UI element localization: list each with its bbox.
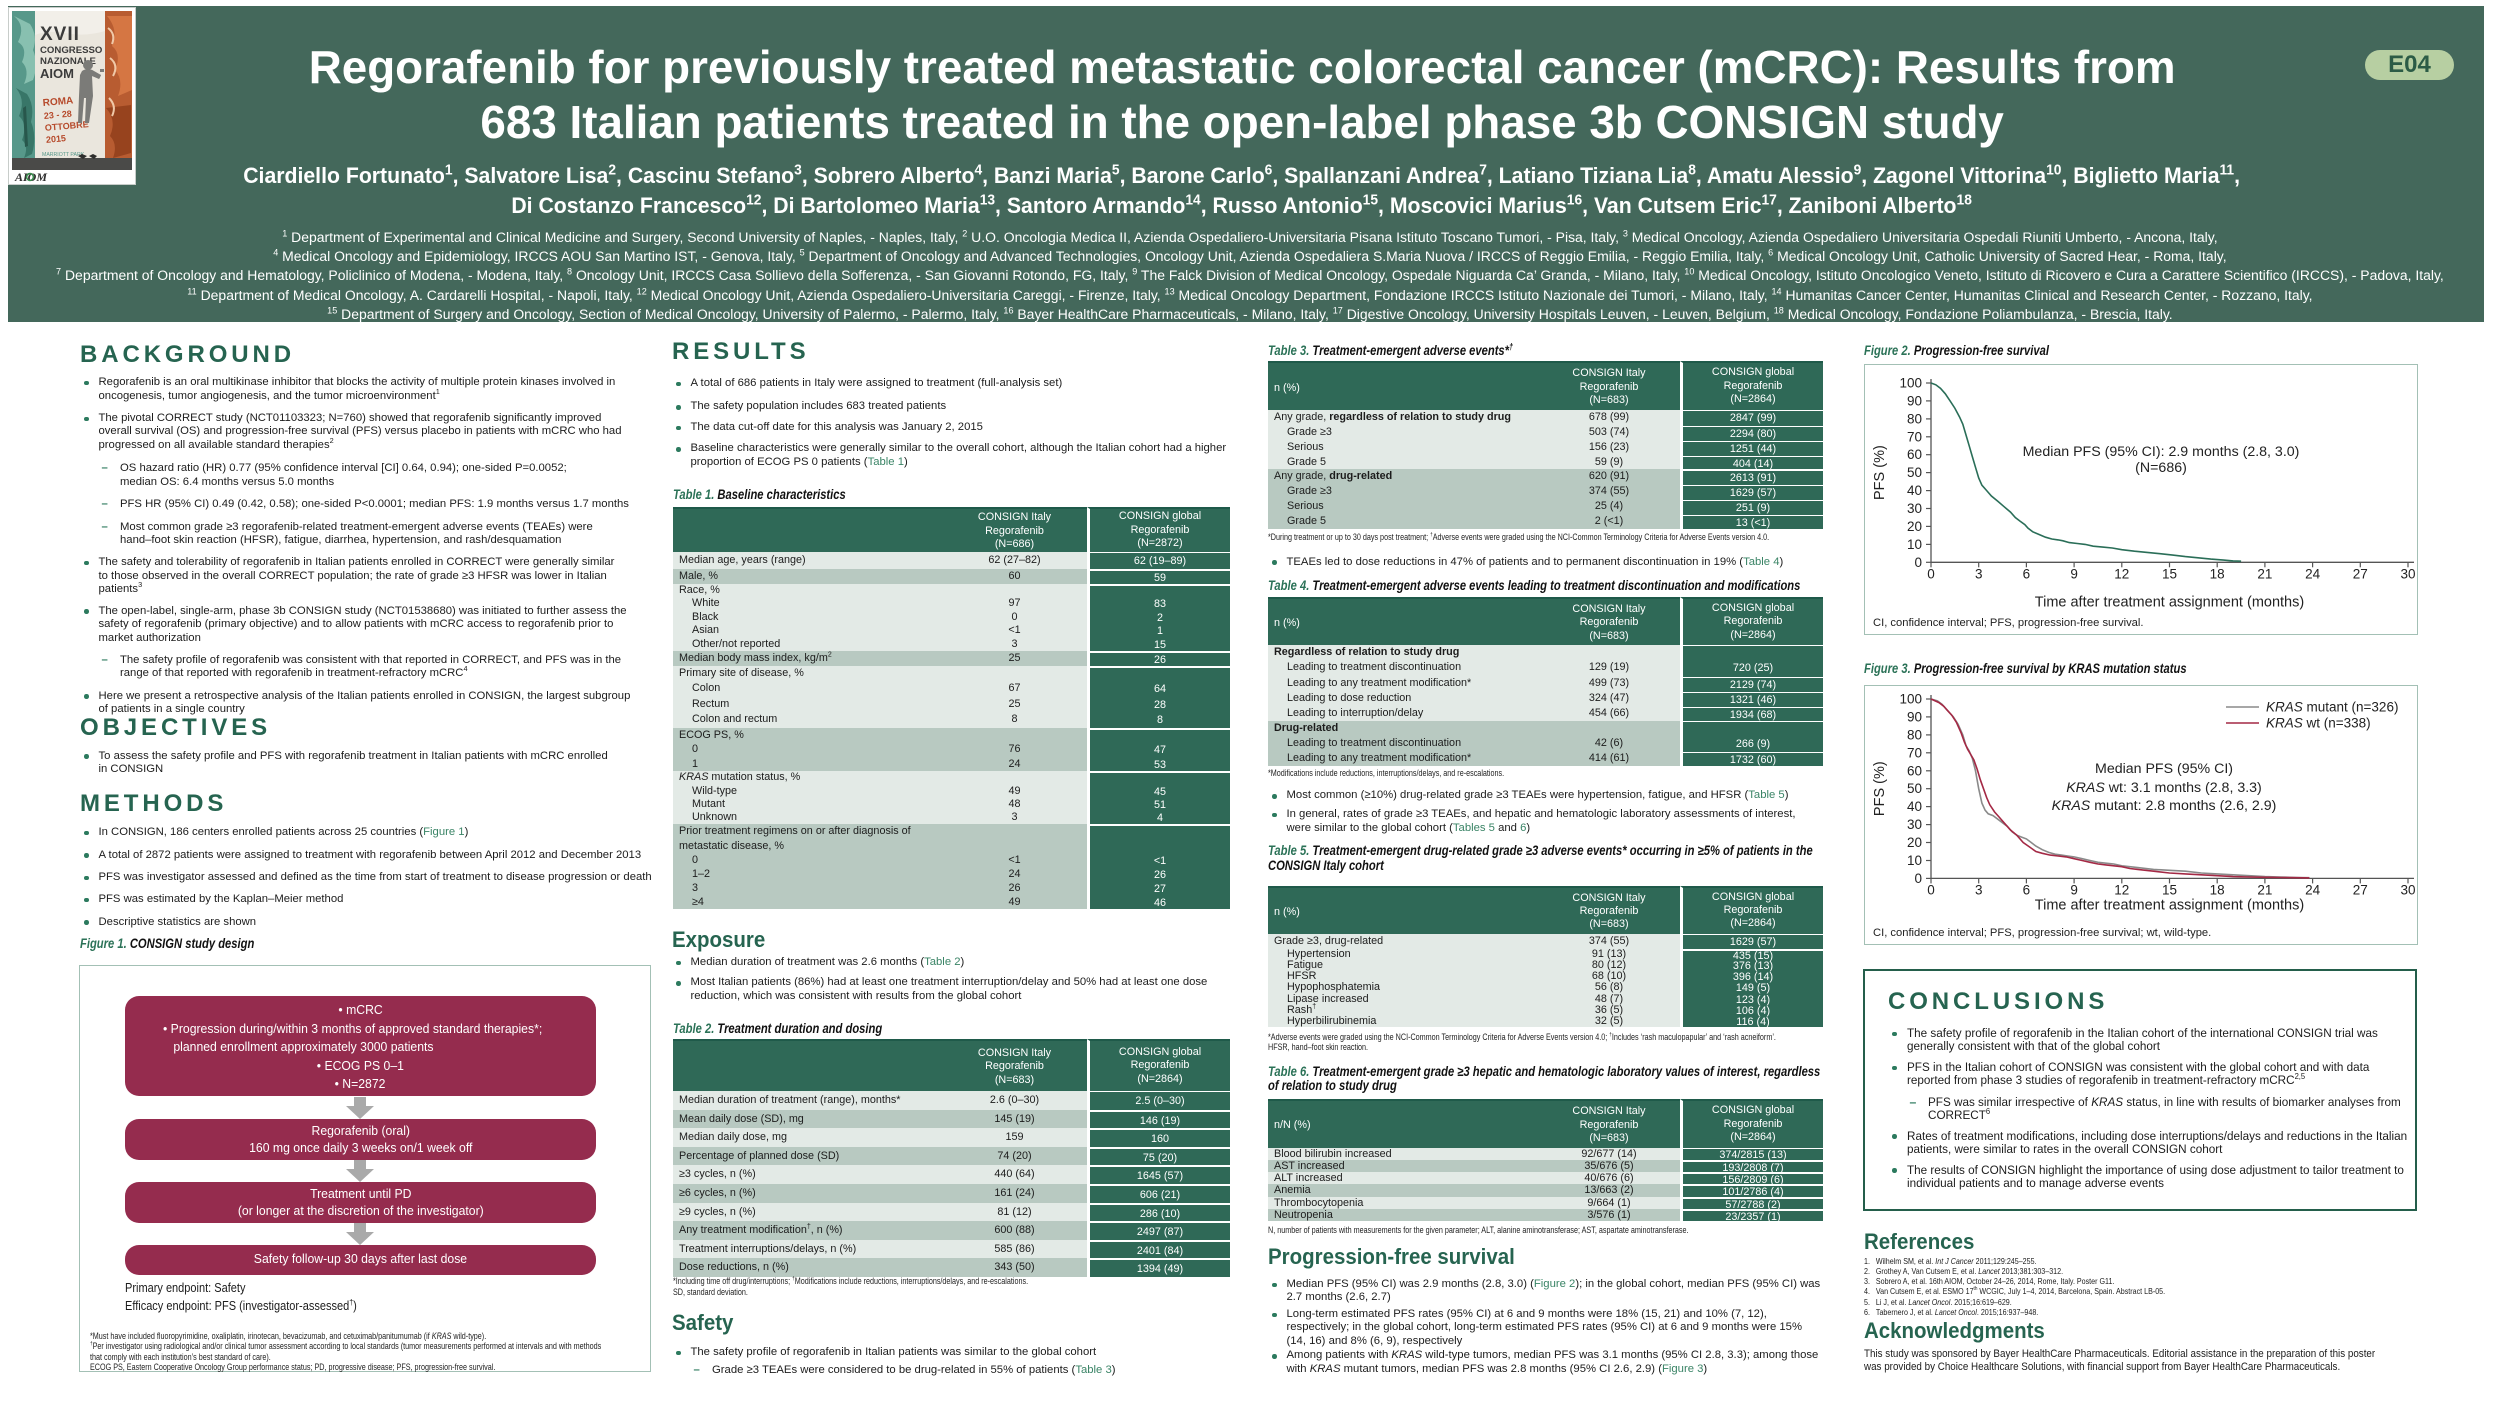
svg-text:15: 15 [2162, 882, 2177, 897]
svg-text:KRAS wt (n=338): KRAS wt (n=338) [2266, 716, 2371, 731]
svg-text:CONGRESSO: CONGRESSO [40, 45, 103, 56]
svg-text:24: 24 [2305, 566, 2321, 581]
svg-text:10: 10 [1907, 853, 1922, 868]
svg-text:15: 15 [2162, 566, 2177, 581]
svg-text:80: 80 [1907, 727, 1922, 742]
svg-text:23 - 28: 23 - 28 [43, 109, 72, 121]
svg-text:9: 9 [2070, 566, 2078, 581]
svg-text:NAZIONALE: NAZIONALE [40, 56, 97, 67]
svg-text:60: 60 [1907, 763, 1922, 778]
svg-text:70: 70 [1907, 745, 1922, 760]
svg-text:27: 27 [2353, 882, 2368, 897]
svg-text:10: 10 [1907, 537, 1922, 552]
svg-text:0: 0 [1927, 882, 1935, 897]
svg-text:20: 20 [1907, 519, 1922, 534]
svg-text:OTTOBRE: OTTOBRE [44, 119, 89, 133]
svg-text:PFS (%): PFS (%) [1872, 761, 1888, 816]
svg-text:90: 90 [1907, 393, 1922, 408]
svg-text:KRAS mutant (n=326): KRAS mutant (n=326) [2266, 700, 2398, 715]
svg-text:80: 80 [1907, 411, 1922, 426]
svg-text:12: 12 [2114, 566, 2129, 581]
svg-text:0: 0 [1914, 555, 1922, 570]
svg-text:21: 21 [2257, 566, 2272, 581]
svg-text:2015: 2015 [46, 133, 67, 145]
svg-text:ROMA: ROMA [42, 95, 73, 109]
svg-text:40: 40 [1907, 483, 1922, 498]
svg-text:50: 50 [1907, 465, 1922, 480]
svg-text:40: 40 [1907, 799, 1922, 814]
svg-text:3: 3 [1975, 566, 1983, 581]
svg-text:0: 0 [1914, 871, 1922, 886]
svg-text:30: 30 [1907, 501, 1922, 516]
svg-text:50: 50 [1907, 781, 1922, 796]
svg-text:6: 6 [2023, 882, 2031, 897]
svg-text:27: 27 [2353, 566, 2368, 581]
svg-text:6: 6 [2023, 566, 2031, 581]
svg-text:100: 100 [1899, 692, 1922, 707]
svg-text:30: 30 [2400, 882, 2415, 897]
svg-text:60: 60 [1907, 447, 1922, 462]
svg-text:100: 100 [1899, 376, 1922, 391]
svg-text:21: 21 [2257, 882, 2272, 897]
svg-text:Time after treatment assignmen: Time after treatment assignment (months) [2035, 897, 2304, 913]
svg-text:MARRIOTT PARK: MARRIOTT PARK [42, 152, 85, 158]
svg-text:20: 20 [1907, 835, 1922, 850]
svg-text:24: 24 [2305, 882, 2321, 897]
svg-text:XVII: XVII [40, 24, 80, 45]
svg-text:AIOM: AIOM [14, 170, 47, 184]
svg-text:12: 12 [2114, 882, 2129, 897]
svg-text:3: 3 [1975, 882, 1983, 897]
svg-text:AIOM: AIOM [40, 66, 74, 81]
svg-text:30: 30 [2400, 566, 2415, 581]
svg-text:30: 30 [1907, 817, 1922, 832]
svg-text:0: 0 [1927, 566, 1935, 581]
svg-text:90: 90 [1907, 709, 1922, 724]
svg-text:18: 18 [2210, 882, 2225, 897]
svg-text:18: 18 [2210, 566, 2225, 581]
svg-text:9: 9 [2070, 882, 2078, 897]
svg-text:Time after treatment assignmen: Time after treatment assignment (months) [2035, 594, 2304, 610]
svg-text:70: 70 [1907, 429, 1922, 444]
svg-text:PFS (%): PFS (%) [1872, 445, 1888, 500]
